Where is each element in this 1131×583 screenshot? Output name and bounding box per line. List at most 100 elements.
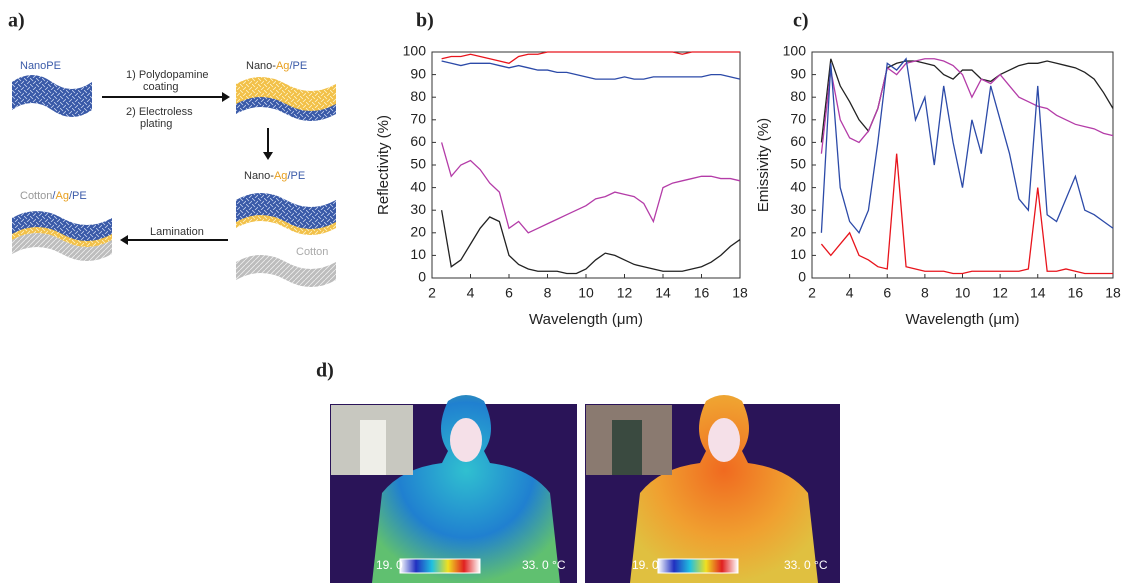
label: plating [140, 118, 172, 130]
head [708, 418, 740, 462]
y-tick-label: 40 [790, 178, 806, 194]
y-tick-label: 20 [790, 224, 806, 240]
scale-label: 19. 0 [376, 558, 403, 572]
spectrum-line [441, 60, 741, 80]
label: Lamination [150, 226, 204, 238]
x-tick-label: 2 [808, 285, 816, 301]
y-tick-label: 40 [410, 178, 426, 194]
label: Cotton [296, 246, 328, 258]
spectrum-line [820, 58, 1114, 143]
label: Nano-Ag/PE [244, 170, 305, 182]
y-tick-label: 50 [410, 156, 426, 172]
y-tick-label: 60 [410, 133, 426, 149]
fabric [236, 97, 336, 121]
y-tick-label: 10 [790, 246, 806, 262]
x-tick-label: 6 [505, 285, 513, 301]
plot-frame [431, 51, 741, 279]
y-tick-label: 50 [790, 156, 806, 172]
label: 1) Polydopamine [126, 69, 209, 81]
fabric [236, 77, 336, 113]
plot-frame [811, 51, 1114, 279]
label-part: Ag [274, 170, 287, 182]
thermal-image: 19. 0 33. 0 °C 19. 0 33. 0 °C [330, 395, 840, 583]
y-tick-label: 90 [410, 65, 426, 81]
panel-label: a) [8, 10, 25, 32]
head [450, 418, 482, 462]
fabric [12, 211, 112, 243]
y-tick-label: 70 [790, 111, 806, 127]
x-tick-label: 10 [578, 285, 594, 301]
x-tick-label: 6 [883, 285, 891, 301]
y-tick-label: 30 [410, 201, 426, 217]
x-tick-label: 4 [467, 285, 475, 301]
y-tick-label: 90 [790, 65, 806, 81]
process-diagram: NanoPE 1) Polydopamine coating 2) Electr… [12, 60, 336, 287]
body [630, 395, 818, 583]
scale-label: 33. 0 °C [522, 558, 566, 572]
panel-label: c) [793, 10, 809, 32]
label: Nano-Ag/PE [246, 60, 307, 72]
body [372, 395, 560, 583]
x-tick-label: 8 [544, 285, 552, 301]
x-axis-label: Wavelength (μm) [906, 311, 1020, 328]
y-tick-label: 80 [410, 88, 426, 104]
label: NanoPE [20, 60, 61, 72]
y-tick-label: 80 [790, 88, 806, 104]
label: 2) Electroless [126, 106, 193, 118]
inset-figure [360, 420, 386, 475]
fabric [236, 193, 336, 231]
label-part: Ag [276, 60, 289, 72]
label-part: Nano- [244, 170, 274, 182]
y-axis-label: Reflectivity (%) [375, 115, 392, 215]
label-part: Nano- [246, 60, 276, 72]
x-tick-label: 2 [428, 285, 436, 301]
colorbar [399, 558, 481, 574]
y-tick-label: 20 [410, 224, 426, 240]
label-part: Ag [55, 190, 68, 202]
spectrum-line [441, 51, 740, 64]
arrowhead [120, 235, 128, 245]
x-tick-label: 10 [955, 285, 971, 301]
label-part: PE [72, 190, 87, 202]
arrowhead [263, 152, 273, 160]
scale-label: 19. 0 [632, 558, 659, 572]
x-tick-label: 16 [1068, 285, 1084, 301]
spectrum-line [440, 210, 741, 275]
y-tick-label: 10 [410, 246, 426, 262]
panel-label: b) [416, 10, 434, 32]
fabric [236, 215, 336, 235]
scale-label: 33. 0 °C [784, 558, 828, 572]
inset-figure [612, 420, 642, 475]
x-tick-label: 14 [655, 285, 671, 301]
x-tick-label: 12 [992, 285, 1008, 301]
label-part: /PE [287, 170, 305, 182]
x-tick-label: 12 [617, 285, 633, 301]
y-tick-label: 100 [403, 43, 427, 59]
spectrum-line [440, 142, 741, 234]
label-part: / [52, 190, 56, 202]
x-tick-label: 4 [846, 285, 854, 301]
x-tick-label: 18 [732, 285, 748, 301]
label: Cotton/Ag/PE [20, 190, 87, 202]
spectrum-line [820, 153, 1113, 275]
fabric [12, 227, 112, 247]
spectrum-line [820, 58, 1114, 154]
y-tick-label: 60 [790, 133, 806, 149]
label-part: /PE [289, 60, 307, 72]
spectrum-line [820, 57, 1114, 235]
fabric [236, 255, 336, 287]
x-axis-label: Wavelength (μm) [529, 311, 643, 328]
y-tick-label: 0 [418, 269, 426, 285]
x-tick-label: 18 [1105, 285, 1121, 301]
colorbar [657, 558, 739, 574]
x-tick-label: 8 [921, 285, 929, 301]
x-tick-label: 16 [694, 285, 710, 301]
y-tick-label: 30 [790, 201, 806, 217]
y-axis-label: Emissivity (%) [755, 118, 772, 212]
label: coating [143, 81, 178, 93]
arrowhead [222, 92, 230, 102]
y-tick-label: 70 [410, 111, 426, 127]
x-tick-label: 14 [1030, 285, 1046, 301]
fabric [12, 233, 112, 261]
